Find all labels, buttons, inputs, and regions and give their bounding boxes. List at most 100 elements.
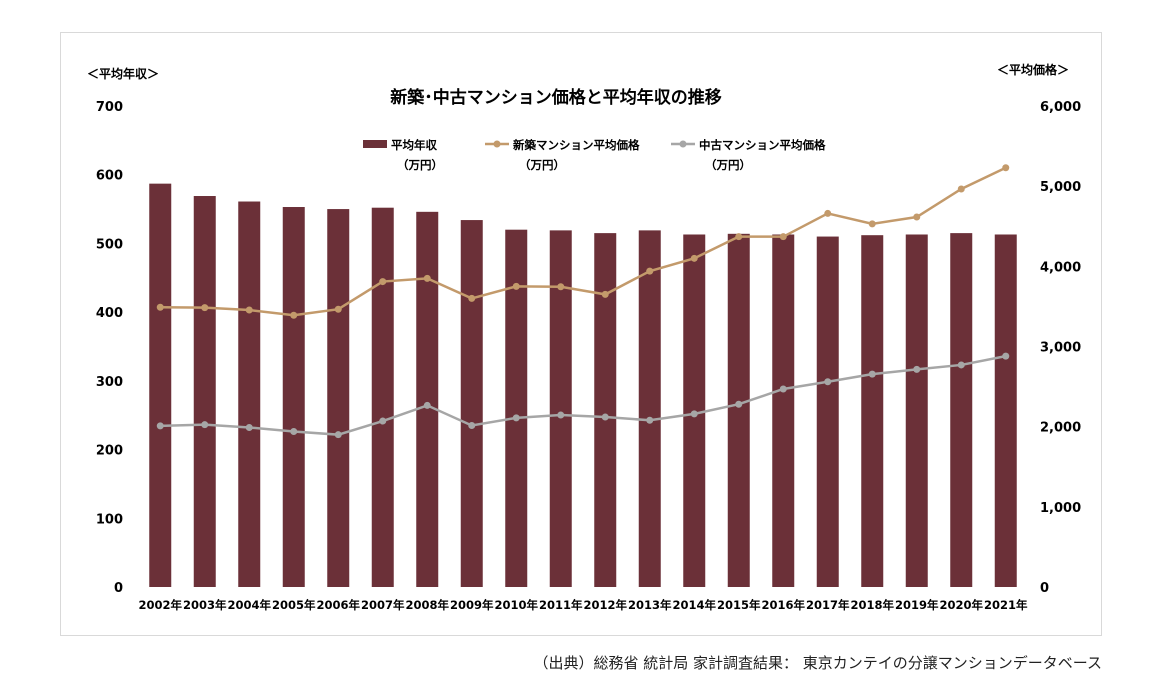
series-point bbox=[423, 274, 431, 282]
bar bbox=[772, 234, 795, 587]
series-point bbox=[735, 233, 743, 241]
bar bbox=[149, 183, 172, 587]
series-point bbox=[201, 421, 209, 429]
bar bbox=[371, 207, 394, 587]
series-point bbox=[557, 411, 565, 419]
chart-title: 新築･中古マンション価格と平均年収の推移 bbox=[390, 87, 722, 108]
series-point bbox=[468, 421, 476, 429]
series-point bbox=[156, 303, 164, 311]
right-tick-label: 6,000 bbox=[1040, 100, 1081, 115]
series-point bbox=[290, 427, 298, 435]
legend-swatch-marker bbox=[493, 140, 501, 148]
bar bbox=[994, 234, 1017, 587]
bar bbox=[238, 201, 261, 587]
x-tick-label: 2011年 bbox=[539, 598, 583, 612]
series-point bbox=[512, 282, 520, 290]
series-line bbox=[160, 354, 1006, 436]
x-tick-label: 2021年 bbox=[984, 598, 1028, 612]
x-tick-label: 2020年 bbox=[939, 598, 983, 612]
bar bbox=[416, 211, 439, 587]
series-point bbox=[379, 417, 387, 425]
series-point bbox=[245, 423, 253, 431]
legend-label: 新築マンション平均価格 bbox=[513, 138, 640, 152]
legend-label: 平均年収 bbox=[391, 138, 437, 152]
bar bbox=[282, 207, 305, 587]
x-tick-label: 2019年 bbox=[895, 598, 939, 612]
chart-frame: 新築･中古マンション価格と平均年収の推移 ＜平均年収＞ ＜平均価格＞ 0 100 2… bbox=[60, 32, 1102, 636]
series-point bbox=[512, 414, 520, 422]
series-point bbox=[334, 305, 342, 313]
series-point bbox=[156, 422, 164, 430]
x-tick-label: 2007年 bbox=[361, 598, 405, 612]
series-point bbox=[957, 361, 965, 369]
legend-unit: （万円） bbox=[397, 158, 443, 172]
x-tick-label: 2018年 bbox=[850, 598, 894, 612]
series-point bbox=[690, 254, 698, 262]
x-tick-label: 2016年 bbox=[761, 598, 805, 612]
series-point bbox=[957, 185, 965, 193]
bar bbox=[193, 196, 216, 587]
series-point bbox=[601, 290, 609, 298]
bar bbox=[816, 236, 839, 588]
x-tick-label: 2006年 bbox=[316, 598, 360, 612]
series-point bbox=[913, 365, 921, 373]
right-tick-label: 0 bbox=[1040, 581, 1049, 596]
series-point bbox=[379, 278, 387, 286]
left-tick-label: 700 bbox=[96, 100, 123, 115]
series-point bbox=[201, 304, 209, 312]
series-point bbox=[690, 410, 698, 418]
series-point bbox=[913, 213, 921, 221]
series-point bbox=[779, 233, 787, 241]
series-point bbox=[824, 209, 832, 217]
left-tick-label: 100 bbox=[96, 512, 123, 527]
right-tick-label: 4,000 bbox=[1040, 260, 1081, 275]
bar bbox=[327, 209, 350, 588]
series-point bbox=[1002, 164, 1010, 172]
bar bbox=[861, 235, 884, 587]
x-tick-label: 2005年 bbox=[272, 598, 316, 612]
legend-swatch-marker bbox=[679, 140, 687, 148]
series-point bbox=[824, 378, 832, 386]
series-point bbox=[868, 370, 876, 378]
bar bbox=[905, 234, 928, 587]
right-tick-label: 1,000 bbox=[1040, 501, 1081, 516]
x-tick-label: 2015年 bbox=[717, 598, 761, 612]
x-tick-label: 2008年 bbox=[405, 598, 449, 612]
x-tick-label: 2013年 bbox=[628, 598, 672, 612]
left-tick-label: 0 bbox=[114, 581, 123, 596]
bar bbox=[460, 220, 483, 587]
left-tick-label: 400 bbox=[96, 306, 123, 321]
series-point bbox=[468, 294, 476, 302]
legend-label: 中古マンション平均価格 bbox=[699, 138, 826, 152]
x-tick-label: 2003年 bbox=[183, 598, 227, 612]
left-axis-label: ＜平均年収＞ bbox=[87, 66, 159, 81]
x-tick-label: 2009年 bbox=[450, 598, 494, 612]
bar bbox=[638, 230, 661, 587]
series-line bbox=[160, 166, 1007, 317]
legend-unit: （万円） bbox=[705, 158, 751, 172]
x-tick-label: 2002年 bbox=[138, 598, 182, 612]
series-point bbox=[646, 416, 654, 424]
right-tick-label: 3,000 bbox=[1040, 341, 1081, 356]
bar bbox=[727, 233, 750, 587]
series-point bbox=[423, 401, 431, 409]
bar bbox=[505, 229, 528, 587]
series-point bbox=[601, 413, 609, 421]
chart: 新築･中古マンション価格と平均年収の推移 ＜平均年収＞ ＜平均価格＞ 0 100 2… bbox=[87, 62, 1081, 612]
x-tick-label: 2010年 bbox=[494, 598, 538, 612]
series-point bbox=[779, 385, 787, 393]
source-note: （出典）総務省 統計局 家計調査結果： 東京カンテイの分譲マンションデータベース bbox=[533, 654, 1102, 672]
x-tick-label: 2017年 bbox=[806, 598, 850, 612]
legend-swatch bbox=[363, 140, 387, 148]
bar bbox=[594, 233, 617, 587]
series-point bbox=[557, 283, 565, 291]
bar bbox=[549, 230, 572, 587]
series-point bbox=[868, 220, 876, 228]
series-point bbox=[646, 267, 654, 275]
right-axis-label: ＜平均価格＞ bbox=[997, 62, 1069, 77]
left-tick-label: 300 bbox=[96, 375, 123, 390]
left-tick-label: 600 bbox=[96, 169, 123, 184]
legend-unit: （万円） bbox=[519, 158, 565, 172]
left-tick-label: 200 bbox=[96, 444, 123, 459]
right-tick-label: 5,000 bbox=[1040, 180, 1081, 195]
